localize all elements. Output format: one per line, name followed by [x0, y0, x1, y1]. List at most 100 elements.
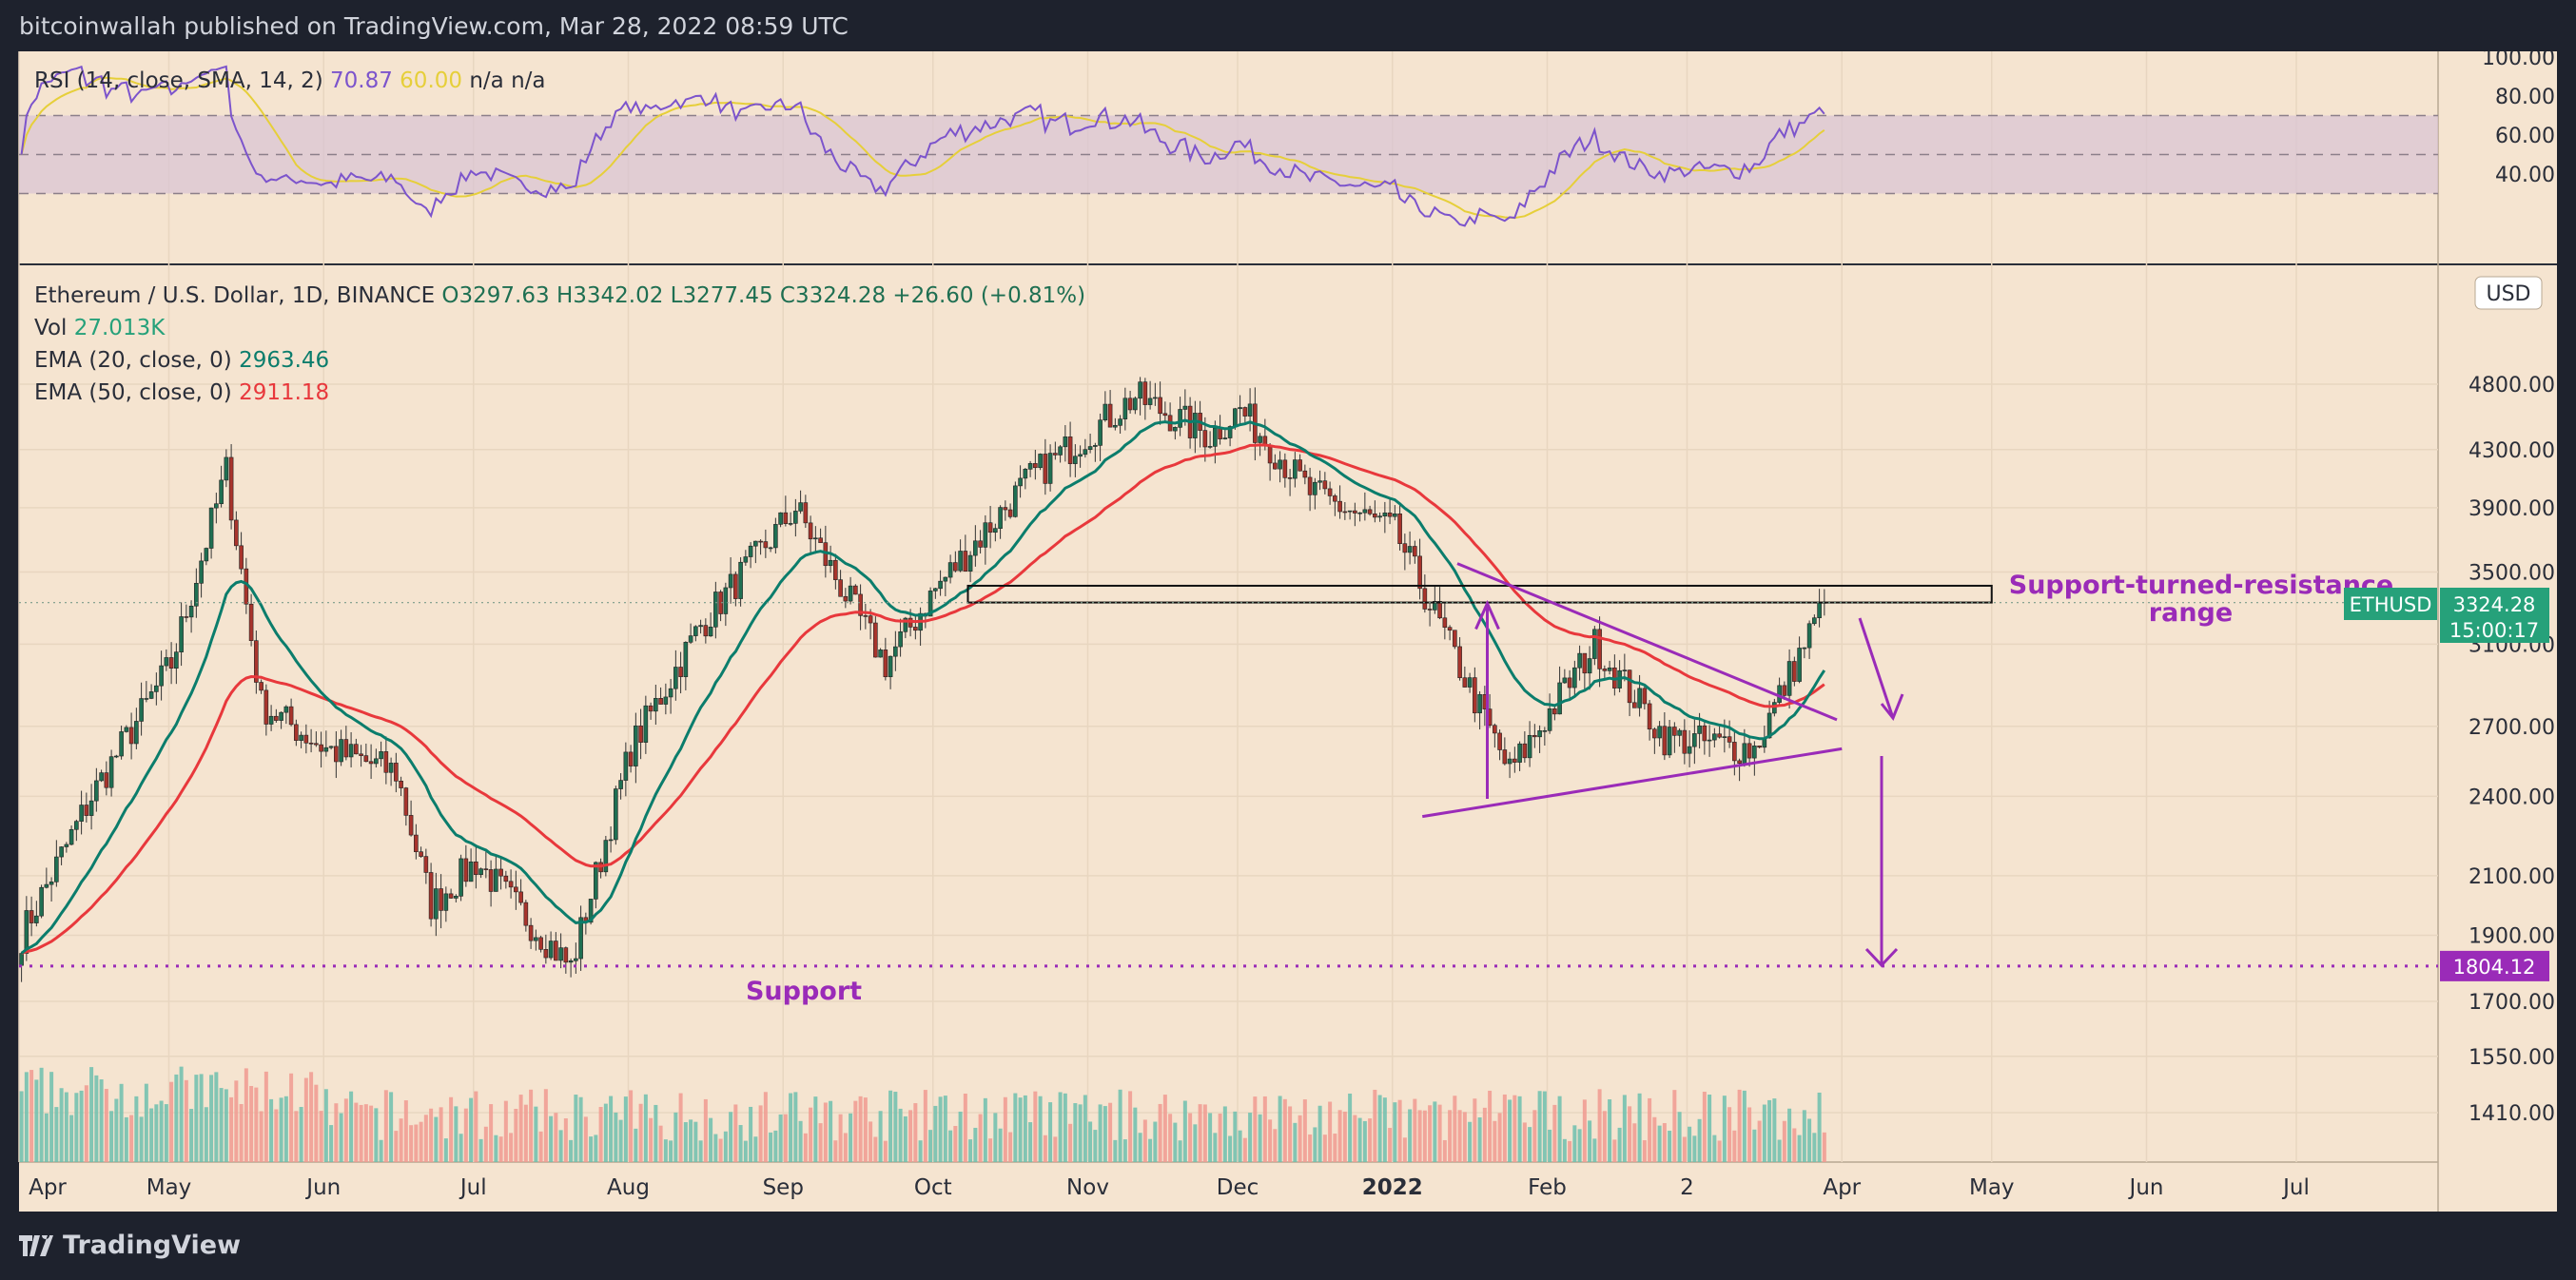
- candle-body: [239, 545, 244, 570]
- ema20-legend-value: 2963.46: [239, 348, 329, 373]
- candle-body: [843, 595, 849, 602]
- candle-body: [903, 617, 908, 632]
- support-price-value: 1804.12: [2453, 956, 2536, 979]
- volume-bar: [769, 1132, 773, 1162]
- volume-bar: [474, 1091, 478, 1162]
- candle-body: [1413, 546, 1417, 557]
- volume-bar: [249, 1085, 254, 1162]
- candle-body: [1447, 627, 1453, 631]
- volume-legend-label: Vol: [34, 316, 74, 340]
- volume-bar: [1298, 1115, 1302, 1162]
- volume-bar: [1577, 1129, 1582, 1162]
- volume-bar: [1182, 1100, 1187, 1162]
- volume-bar: [1717, 1140, 1722, 1162]
- candle-body: [1547, 708, 1552, 731]
- candle-body: [1038, 454, 1043, 469]
- volume-bar: [1628, 1106, 1632, 1162]
- candle-body: [1018, 477, 1023, 487]
- candle-body: [49, 882, 54, 885]
- volume-bar: [843, 1133, 848, 1162]
- volume-bar: [399, 1118, 403, 1162]
- volume-bar: [883, 1140, 888, 1162]
- time-tick-label: Jul: [2281, 1175, 2310, 1200]
- candle-body: [1772, 702, 1777, 714]
- volume-bar: [1023, 1095, 1027, 1162]
- volume-bar: [1013, 1093, 1018, 1162]
- volume-bar: [698, 1140, 703, 1162]
- candle-body: [1113, 425, 1118, 428]
- volume-bar: [1477, 1117, 1482, 1162]
- volume-bar: [783, 1114, 788, 1162]
- volume-bar: [1337, 1110, 1342, 1162]
- volume-bar: [1782, 1120, 1786, 1162]
- volume-bar: [1333, 1134, 1337, 1162]
- time-axis-background: [19, 1162, 2438, 1212]
- candle-body: [848, 585, 853, 602]
- candle-body: [893, 646, 898, 657]
- down-arrow-short-head: [1880, 693, 1904, 721]
- volume-bar: [1222, 1106, 1227, 1162]
- volume-bar: [1063, 1093, 1067, 1162]
- volume-bar: [1637, 1093, 1642, 1162]
- volume-bar: [1462, 1112, 1467, 1162]
- tradingview-logo[interactable]: TradingView: [19, 1231, 241, 1260]
- candle-body: [443, 893, 449, 911]
- volume-bar: [69, 1115, 74, 1162]
- volume-bar: [1028, 1122, 1033, 1162]
- candle-body: [1393, 514, 1397, 517]
- volume-bar: [574, 1095, 578, 1162]
- volume-bar: [678, 1093, 683, 1162]
- candle-body: [1373, 514, 1377, 518]
- candle-body: [1766, 712, 1772, 739]
- volume-bar: [973, 1127, 978, 1162]
- volume-bar: [689, 1119, 693, 1162]
- volume-bar: [84, 1085, 88, 1162]
- volume-bar: [943, 1096, 947, 1162]
- candle-body: [723, 587, 729, 614]
- candle-body: [733, 573, 738, 599]
- volume-bar: [654, 1104, 658, 1162]
- volume-bar: [1153, 1121, 1158, 1162]
- candle-body: [973, 540, 978, 556]
- candle-body: [523, 902, 529, 926]
- candle-body: [1007, 509, 1013, 517]
- candle-body: [1587, 658, 1592, 674]
- candle-body: [1582, 652, 1588, 674]
- volume-bar: [933, 1105, 938, 1162]
- candle-body: [683, 642, 689, 677]
- time-tick-label: May: [1969, 1175, 2015, 1200]
- candle-body: [483, 868, 489, 870]
- volume-bar: [1108, 1102, 1113, 1162]
- plot-background: [19, 51, 2438, 1162]
- candle-body: [1672, 727, 1677, 736]
- candle-body: [947, 562, 953, 578]
- candle-body: [1242, 407, 1248, 417]
- volume-bar: [1168, 1114, 1173, 1162]
- volume-bar: [483, 1126, 488, 1162]
- volume-bar: [1767, 1099, 1772, 1162]
- candle-body: [1083, 449, 1088, 456]
- candle-body: [1473, 677, 1477, 714]
- candle-body: [898, 631, 903, 648]
- candle-body: [414, 834, 419, 853]
- candle-body: [1033, 463, 1038, 469]
- rsi-tick-label: 60.00: [2495, 125, 2555, 148]
- candle-body: [693, 626, 698, 636]
- volume-bar: [589, 1136, 594, 1162]
- candle-body: [858, 593, 863, 616]
- volume-bar: [1777, 1139, 1782, 1162]
- candle-body: [868, 615, 873, 624]
- candle-body: [434, 888, 439, 920]
- volume-bar: [1722, 1096, 1727, 1162]
- candle-body: [1622, 669, 1628, 671]
- volume-bar: [1652, 1116, 1657, 1162]
- candle-body: [219, 479, 224, 505]
- tradingview-logo-icon: [19, 1234, 53, 1256]
- volume-bar: [1043, 1135, 1047, 1162]
- volume-bar: [184, 1079, 188, 1162]
- candle-body: [987, 522, 993, 533]
- volume-bar: [149, 1108, 154, 1162]
- volume-bar: [749, 1106, 753, 1162]
- candle-body: [993, 528, 998, 533]
